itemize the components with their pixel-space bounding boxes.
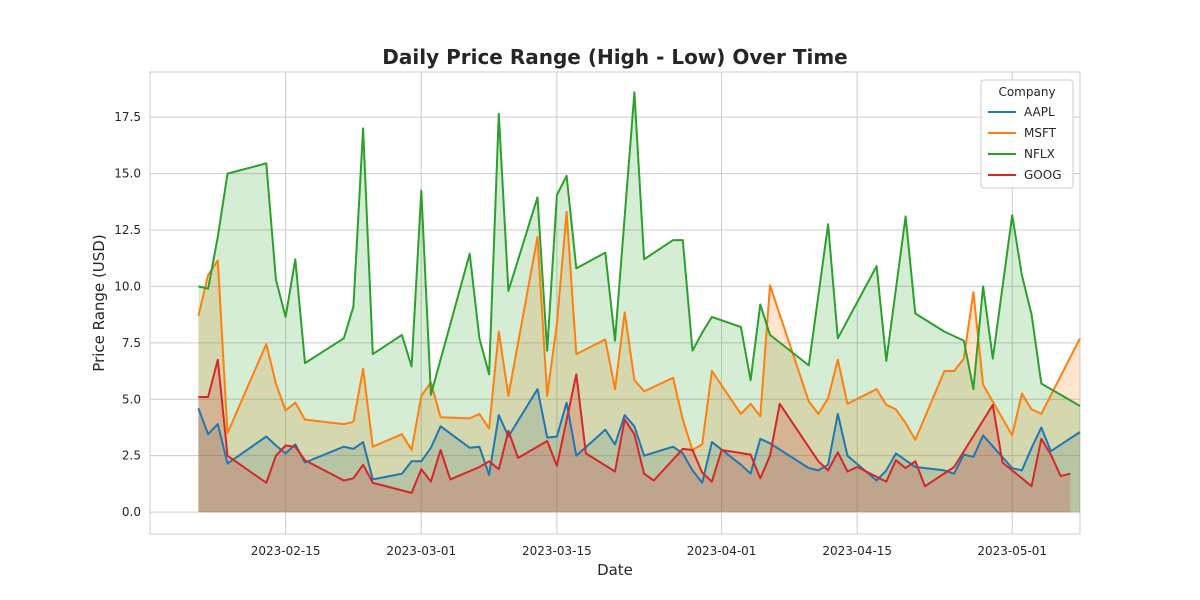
y-tick-label: 7.5 [122,336,141,350]
y-tick-label: 17.5 [114,110,141,124]
x-tick-label: 2023-04-01 [687,544,757,558]
x-tick-label: 2023-05-01 [977,544,1047,558]
msft-area [198,211,1080,513]
y-tick-label: 15.0 [114,167,141,181]
x-axis-ticks: 2023-02-15 2023-03-01 2023-03-15 2023-04-01… [251,544,1047,558]
msft-line [197,210,1081,451]
aapl-line [197,388,1081,484]
series-lines [197,91,1081,494]
legend-box [980,79,1074,189]
chart-title: Daily Price Range (High - Low) Over Time [382,45,847,69]
x-tick-label: 2023-03-01 [386,544,456,558]
x-tick-label: 2023-02-15 [251,544,321,558]
x-axis-label: Date [597,561,633,579]
y-tick-label: 12.5 [114,223,141,237]
x-tick-label: 2023-03-15 [522,544,592,558]
goog-line [198,358,1071,494]
grid [150,72,1080,534]
y-axis-label: Price Range (USD) [90,234,108,371]
nflx-line [198,91,1081,407]
y-tick-label: 5.0 [122,392,141,406]
legend-title: Company [998,85,1055,99]
y-axis-ticks: 0.0 2.5 5.0 7.5 10.0 12.5 15.0 17.5 [114,110,141,519]
msft-legend-label: MSFT [1024,126,1057,140]
nflx-legend-label: NFLX [1024,147,1055,161]
aapl-legend-label: AAPL [1024,105,1055,119]
legend: Company AAPL MSFT NFLX GOOG [980,79,1074,189]
x-tick-label: 2023-04-15 [822,544,892,558]
y-tick-label: 0.0 [122,505,141,519]
y-tick-label: 2.5 [122,449,141,463]
goog-legend-label: GOOG [1024,168,1062,182]
y-tick-label: 10.0 [114,279,141,293]
legend-items: AAPL MSFT NFLX GOOG [988,105,1062,182]
plot-area [149,71,1081,535]
